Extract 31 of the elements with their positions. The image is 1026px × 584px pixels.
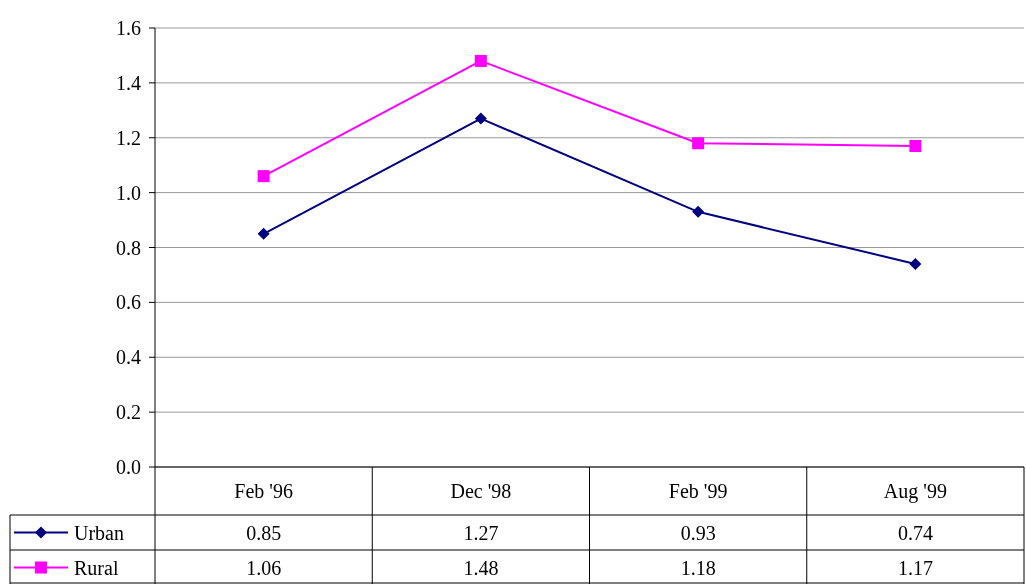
legend-label: Rural: [74, 556, 119, 579]
y-tick-label: 0.6: [116, 291, 141, 314]
x-tick-label: Feb '99: [668, 480, 728, 502]
point: [257, 227, 270, 240]
data-label: 1.48: [463, 556, 499, 579]
data-label: 1.18: [680, 556, 716, 579]
y-tick-label: 1.6: [116, 17, 141, 39]
data-label: 1.27: [463, 521, 499, 544]
legend-label: Urban: [74, 521, 124, 544]
point: [257, 170, 270, 183]
data-label: 1.06: [246, 556, 282, 579]
point: [692, 205, 705, 218]
y-tick-label: 1.2: [116, 126, 141, 149]
data-label: 0.74: [897, 521, 933, 544]
data-label: 1.17: [897, 556, 933, 579]
x-tick-label: Dec '98: [450, 480, 512, 502]
point: [692, 137, 705, 150]
x-tick-label: Aug '99: [883, 480, 947, 503]
y-tick-label: 0.2: [116, 401, 141, 424]
data-label: 0.93: [680, 521, 716, 544]
y-tick-label: 1.4: [116, 71, 141, 94]
y-tick-label: 0.8: [116, 236, 141, 259]
y-tick-label: 1.0: [116, 181, 141, 204]
point: [474, 112, 487, 125]
point: [909, 257, 922, 270]
y-tick-label: 0.0: [116, 456, 141, 478]
x-tick-label: Feb '96: [234, 480, 293, 502]
point: [909, 139, 922, 152]
data-label: 0.85: [246, 521, 282, 544]
point: [474, 54, 487, 67]
y-tick-label: 0.4: [116, 346, 141, 369]
